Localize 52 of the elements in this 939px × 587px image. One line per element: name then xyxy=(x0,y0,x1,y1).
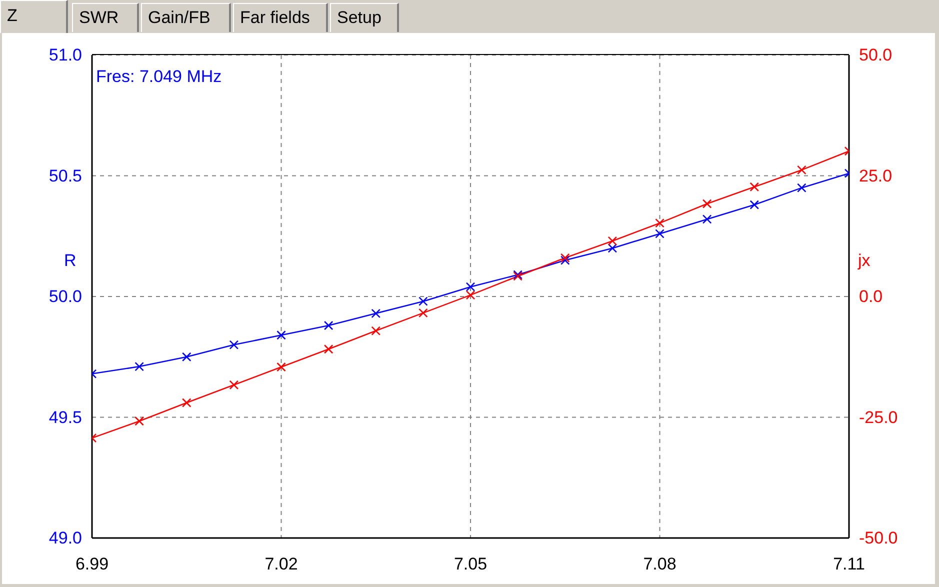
y-axis-title: R xyxy=(64,251,76,271)
point xyxy=(466,290,476,300)
point xyxy=(750,182,760,192)
point xyxy=(418,308,428,318)
point xyxy=(702,199,712,208)
point xyxy=(655,218,664,228)
annotation: Fres: 7.049 MHz xyxy=(96,67,222,87)
y-tick-label: 51.0 xyxy=(48,46,82,64)
point xyxy=(608,244,618,253)
point xyxy=(702,214,712,224)
y-tick-label: 49.5 xyxy=(48,408,82,427)
point xyxy=(797,183,806,192)
y-tick-label: 50.5 xyxy=(48,166,82,186)
x-tick-label: 7.08 xyxy=(643,554,676,574)
point xyxy=(466,282,476,292)
point xyxy=(276,362,286,372)
y2-tick-label: 0.0 xyxy=(859,287,883,306)
point xyxy=(371,308,381,318)
point xyxy=(655,229,664,238)
point xyxy=(371,326,381,336)
point xyxy=(324,344,334,354)
point xyxy=(560,253,570,263)
tab: Far fields xyxy=(233,3,328,32)
x-tick-label: 7.05 xyxy=(454,554,488,574)
x-tick-label: 7.11 xyxy=(833,554,865,574)
chart-title: Z xyxy=(7,6,18,25)
tab: Gain/FB xyxy=(141,3,231,32)
point xyxy=(182,352,192,362)
y2-tick-label: 25.0 xyxy=(859,166,892,186)
point xyxy=(750,200,760,210)
y-tick-label: 49.0 xyxy=(48,528,82,548)
point xyxy=(560,256,570,265)
point xyxy=(182,398,192,408)
point xyxy=(134,416,144,426)
y2-tick-label: -25.0 xyxy=(859,408,898,427)
point xyxy=(134,362,144,372)
y2-tick-label: -50.0 xyxy=(859,528,898,548)
point xyxy=(276,330,286,340)
x-tick-label: 6.99 xyxy=(75,554,109,574)
tab: Setup xyxy=(330,3,399,32)
point xyxy=(608,236,618,246)
point xyxy=(418,296,428,306)
point xyxy=(324,320,334,330)
y2-axis-title: jx xyxy=(858,251,870,271)
tab: SWR xyxy=(72,3,139,32)
point xyxy=(229,380,239,390)
point xyxy=(229,340,239,350)
x-tick-label: 7.02 xyxy=(264,554,298,574)
y2-tick-label: 50.0 xyxy=(859,46,892,64)
tab: Z xyxy=(0,0,68,33)
point xyxy=(797,165,806,175)
y-tick-label: 50.0 xyxy=(48,287,82,306)
